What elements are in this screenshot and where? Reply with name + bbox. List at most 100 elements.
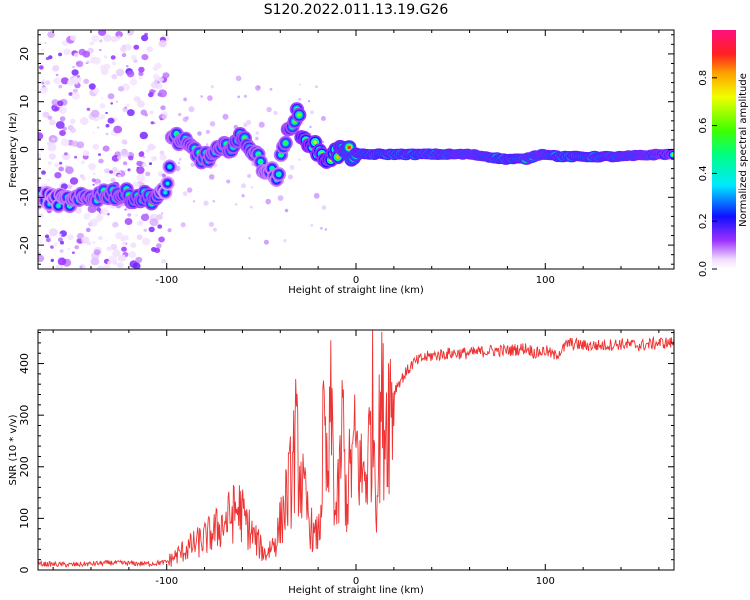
heatmap-noise-blob xyxy=(156,214,163,221)
heatmap-noise-blob xyxy=(44,80,51,85)
heatmap-noise-blob xyxy=(265,198,272,205)
heatmap-noise-blob xyxy=(99,103,106,109)
heatmap-noise-blob xyxy=(142,183,145,185)
heatmap-noise-blob xyxy=(193,200,196,203)
heatmap-noise-blob xyxy=(59,116,66,122)
heatmap-noise-blob xyxy=(67,234,74,241)
heatmap-y-tick-label: 20 xyxy=(18,47,31,61)
heatmap-noise-blob xyxy=(138,71,144,76)
heatmap-noise-blob xyxy=(67,247,70,250)
heatmap-noise-blob xyxy=(310,110,314,115)
heatmap-y-tick-label: -10 xyxy=(18,188,31,206)
heatmap-noise-blob xyxy=(90,109,100,118)
colorbar-tick-label: 0.0 xyxy=(698,261,709,277)
heatmap-noise-blob xyxy=(117,174,122,178)
colorbar-tick-label: 0.4 xyxy=(698,165,709,181)
heatmap-x-axis-label: Height of straight line (km) xyxy=(288,285,424,296)
heatmap-noise-blob xyxy=(38,176,42,182)
heatmap-noise-blob xyxy=(277,195,284,202)
heatmap-noise-blob xyxy=(42,78,45,82)
heatmap-noise-blob xyxy=(39,240,43,244)
heatmap-noise-blob xyxy=(123,161,128,166)
heatmap-noise-blob xyxy=(124,208,127,211)
heatmap-noise-blob xyxy=(59,130,66,136)
heatmap-noise-blob xyxy=(52,65,60,72)
heatmap-noise-blob xyxy=(137,223,140,226)
heatmap-noise-blob xyxy=(122,140,128,145)
heatmap-noise-blob xyxy=(210,85,215,89)
heatmap-noise-blob xyxy=(249,205,253,209)
heatmap-noise-blob xyxy=(258,121,265,128)
colorbar-gradient xyxy=(712,30,736,269)
heatmap-noise-blob xyxy=(110,35,118,43)
heatmap-noise-blob xyxy=(54,162,60,168)
heatmap-noise-blob xyxy=(141,54,149,61)
heatmap-noise-blob xyxy=(113,125,123,134)
heatmap-noise-blob xyxy=(127,168,131,172)
heatmap-noise-blob xyxy=(187,187,193,193)
heatmap-noise-blob xyxy=(69,177,79,185)
heatmap-noise-blob xyxy=(157,81,160,84)
heatmap-noise-blob xyxy=(124,169,127,172)
heatmap-noise-blob xyxy=(122,242,126,246)
heatmap-noise-blob xyxy=(133,96,141,103)
heatmap-noise-blob xyxy=(58,233,62,237)
heatmap-noise-blob xyxy=(106,247,109,250)
heatmap-noise-blob xyxy=(97,265,104,269)
heatmap-noise-blob xyxy=(148,162,153,166)
heatmap-noise-blob xyxy=(128,155,134,161)
heatmap-noise-blob xyxy=(79,174,85,179)
heatmap-noise-blob xyxy=(132,262,141,269)
heatmap-noise-blob xyxy=(92,87,100,94)
heatmap-noise-blob xyxy=(50,258,54,262)
heatmap-noise-blob xyxy=(98,215,104,220)
heatmap-noise-blob xyxy=(237,95,240,99)
heatmap-noise-blob xyxy=(49,119,56,126)
heatmap-noise-blob xyxy=(310,224,314,227)
heatmap-noise-blob xyxy=(47,143,57,152)
heatmap-noise-blob xyxy=(100,208,109,216)
heatmap-noise-blob xyxy=(140,213,150,222)
heatmap-noise-blob xyxy=(248,237,251,240)
heatmap-noise-blob xyxy=(38,65,44,70)
heatmap-noise-blob xyxy=(245,119,252,126)
heatmap-noise-blob xyxy=(226,179,231,184)
heatmap-noise-blob xyxy=(55,121,65,129)
heatmap-noise-blob xyxy=(178,161,180,164)
heatmap-noise-blob xyxy=(71,251,75,254)
heatmap-noise-blob xyxy=(92,57,101,65)
heatmap-noise-blob xyxy=(162,72,170,79)
heatmap-noise-blob xyxy=(120,46,127,53)
heatmap-noise-blob xyxy=(109,170,114,174)
heatmap-noise-blob xyxy=(65,166,74,175)
heatmap-noise-blob xyxy=(47,179,50,182)
heatmap-noise-blob xyxy=(151,155,158,162)
heatmap-noise-blob xyxy=(41,170,46,175)
heatmap-noise-blob xyxy=(41,48,44,52)
heatmap-noise-blob xyxy=(158,236,165,243)
heatmap-noise-blob xyxy=(99,64,107,72)
heatmap-noise-blob xyxy=(132,181,140,188)
heatmap-noise-blob xyxy=(38,254,45,263)
heatmap-noise-blob xyxy=(161,114,167,120)
heatmap-noise-blob xyxy=(117,262,124,268)
heatmap-noise-blob xyxy=(124,218,133,225)
heatmap-noise-blob xyxy=(45,237,51,243)
heatmap-noise-blob xyxy=(88,218,98,227)
heatmap-noise-blob xyxy=(149,218,159,227)
heatmap-noise-blob xyxy=(127,213,132,217)
snr-y-tick-label: 100 xyxy=(18,508,31,529)
heatmap-noise-blob xyxy=(161,259,167,264)
heatmap-noise-blob xyxy=(81,236,90,244)
heatmap-noise-blob xyxy=(148,92,154,98)
heatmap-noise-blob xyxy=(38,153,41,159)
heatmap-noise-blob xyxy=(235,75,242,82)
heatmap-x-tick-label: 100 xyxy=(536,275,555,286)
heatmap-noise-blob xyxy=(45,234,50,239)
heatmap-noise-blob xyxy=(321,140,325,144)
snr-y-tick-label: 0 xyxy=(18,567,31,574)
heatmap-noise-blob xyxy=(96,207,101,212)
heatmap-noise-blob xyxy=(110,243,118,251)
